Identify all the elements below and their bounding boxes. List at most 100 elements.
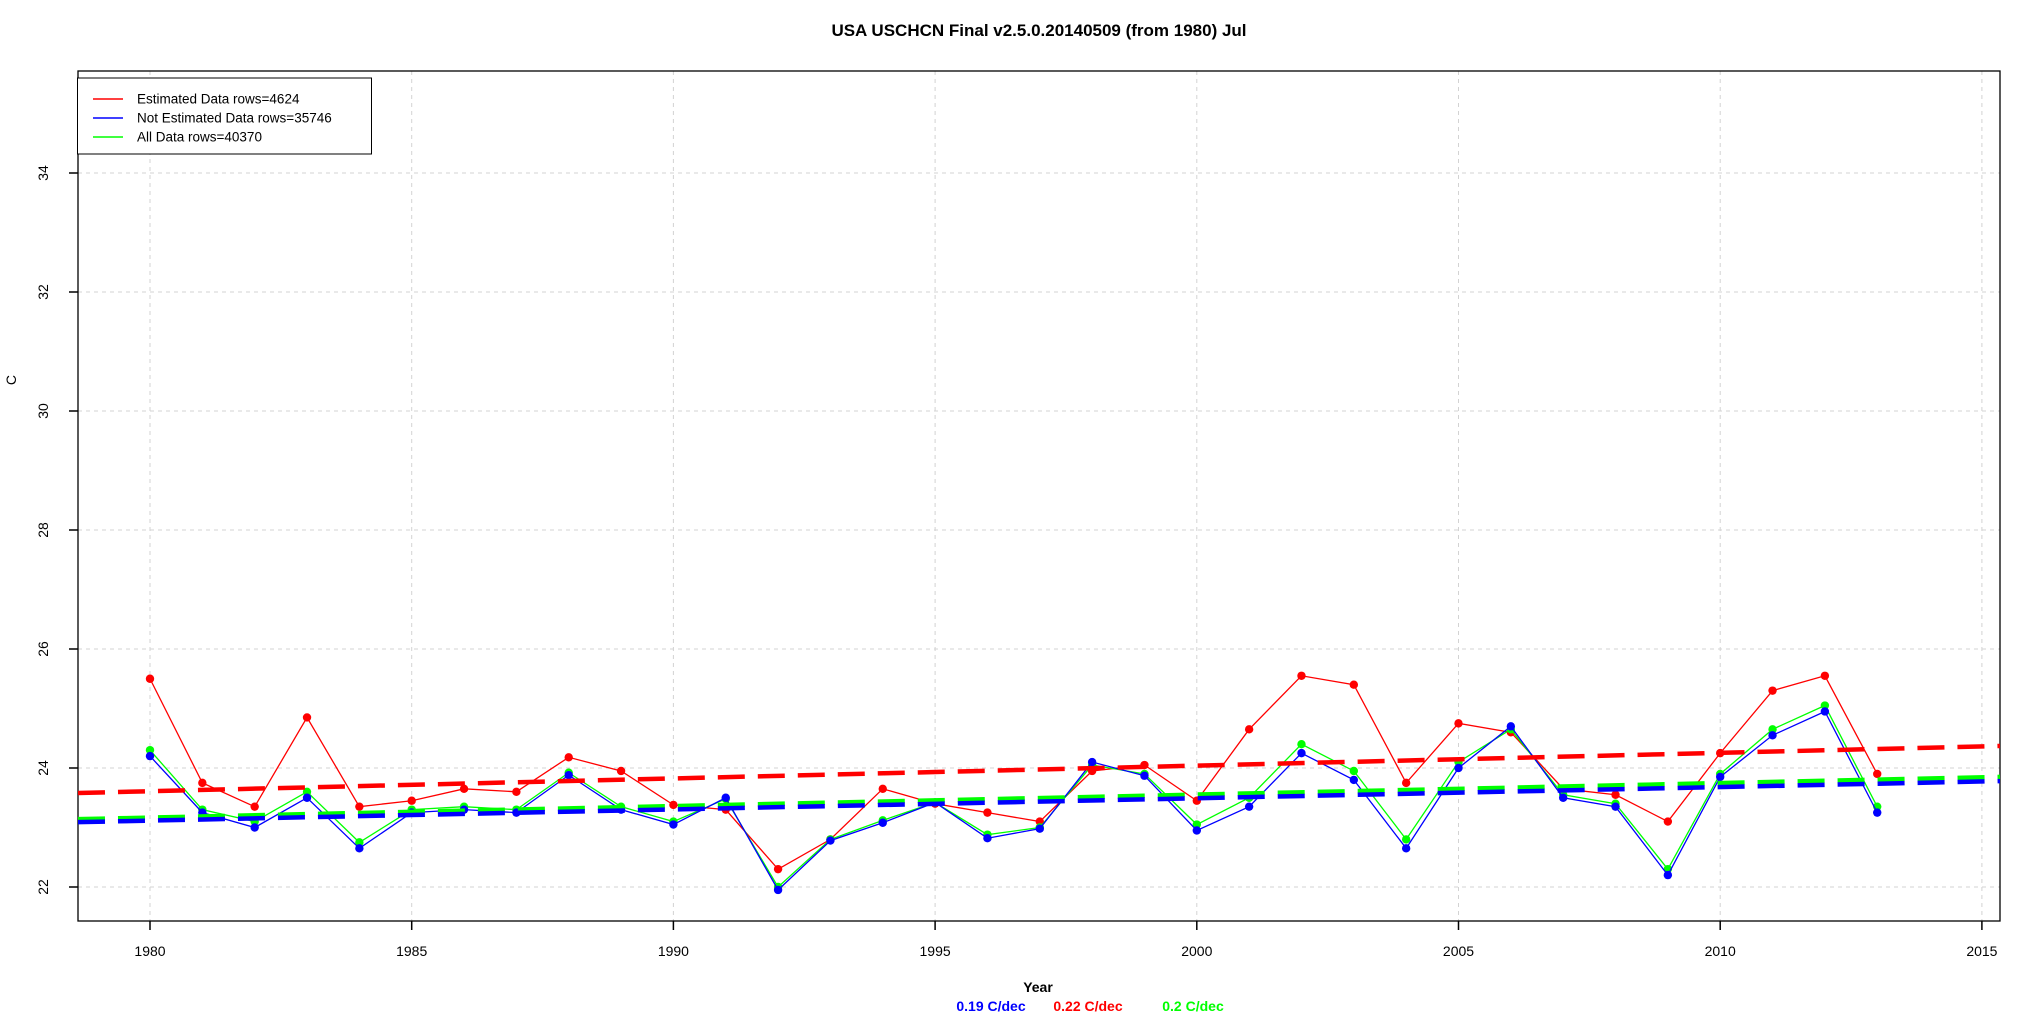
series-point bbox=[302, 793, 312, 802]
series-point bbox=[1820, 707, 1830, 716]
legend-label: Estimated Data rows=4624 bbox=[137, 92, 300, 107]
series-point bbox=[1558, 793, 1568, 802]
series-point bbox=[1454, 763, 1463, 773]
series-polyline bbox=[149, 704, 1878, 889]
x-tick-label: 1995 bbox=[920, 943, 951, 959]
x-tick-label: 2005 bbox=[1443, 943, 1474, 959]
series-lines bbox=[145, 671, 1882, 895]
series-point bbox=[1349, 775, 1359, 785]
series-point bbox=[1663, 817, 1673, 826]
plot-border bbox=[77, 70, 2001, 922]
series-point bbox=[1140, 771, 1149, 780]
series-point bbox=[878, 784, 887, 794]
series-point bbox=[355, 802, 364, 811]
series-point bbox=[459, 784, 469, 794]
series-point bbox=[1349, 680, 1359, 689]
trend-rate-label: 0.2 C/dec bbox=[1162, 998, 1224, 1014]
series-point bbox=[407, 796, 416, 805]
series-point bbox=[669, 800, 678, 810]
y-tick-label: 34 bbox=[35, 165, 51, 181]
axis-ticks: 1980 1985 1990 1995 2000 2005 2010 2015 22 24 26 28… bbox=[35, 165, 1998, 959]
series-point bbox=[1192, 826, 1202, 835]
series-point bbox=[302, 787, 312, 796]
series-point bbox=[1820, 701, 1830, 710]
series-point bbox=[1768, 731, 1777, 740]
series-point bbox=[1035, 824, 1044, 833]
series-point bbox=[1297, 671, 1306, 680]
chart-title: USA USCHCN Final v2.5.0.20140509 (from 1… bbox=[831, 21, 1246, 40]
trend-line bbox=[77, 743, 2001, 796]
trend-rate-labels: 0.19 C/dec 0.22 C/dec 0.2 C/dec bbox=[956, 998, 1224, 1014]
series-point bbox=[1454, 719, 1463, 728]
series-point bbox=[1401, 778, 1411, 788]
series-point bbox=[1297, 748, 1306, 758]
series-point bbox=[1506, 722, 1516, 731]
x-tick-label: 2010 bbox=[1705, 943, 1736, 959]
y-tick-label: 26 bbox=[35, 641, 51, 657]
series-point bbox=[355, 844, 364, 853]
trend-rate-label: 0.22 C/dec bbox=[1053, 998, 1122, 1014]
series-point bbox=[512, 787, 521, 796]
y-tick-label: 28 bbox=[35, 522, 51, 538]
series-point bbox=[773, 864, 783, 874]
series-point bbox=[1611, 790, 1620, 799]
series-point bbox=[1244, 725, 1254, 734]
series-point bbox=[198, 778, 207, 788]
y-tick-label: 22 bbox=[35, 879, 51, 895]
series-point bbox=[1401, 835, 1411, 844]
y-tick-label: 24 bbox=[35, 760, 51, 776]
x-axis-label: Year bbox=[1023, 979, 1053, 995]
trend-line bbox=[77, 778, 2001, 825]
legend-box bbox=[77, 77, 372, 155]
series-point bbox=[826, 836, 835, 845]
series-point bbox=[145, 751, 155, 761]
series-point bbox=[773, 885, 783, 895]
trend-lines bbox=[77, 743, 2001, 825]
series-point bbox=[721, 793, 730, 802]
series-point bbox=[1401, 844, 1411, 853]
series-point bbox=[1087, 757, 1097, 767]
series-point bbox=[1244, 802, 1254, 811]
series-point bbox=[564, 753, 573, 762]
x-tick-label: 1980 bbox=[134, 943, 165, 959]
series-point bbox=[1663, 870, 1673, 880]
series-point bbox=[302, 713, 312, 722]
x-tick-label: 1985 bbox=[396, 943, 427, 959]
series-point bbox=[1035, 817, 1044, 826]
series-point bbox=[250, 802, 259, 811]
series-point bbox=[1820, 671, 1830, 680]
series-point bbox=[1297, 740, 1306, 749]
series-point bbox=[250, 823, 259, 832]
x-tick-label: 1990 bbox=[658, 943, 689, 959]
series-polyline bbox=[149, 675, 1878, 870]
x-tick-label: 2000 bbox=[1181, 943, 1212, 959]
x-tick-label: 2015 bbox=[1966, 943, 1997, 959]
legend-label: All Data rows=40370 bbox=[137, 130, 262, 145]
series-polyline bbox=[149, 710, 1878, 892]
gridlines bbox=[78, 71, 2000, 921]
series-point bbox=[1768, 686, 1777, 695]
trend-rate-label: 0.19 C/dec bbox=[956, 998, 1025, 1014]
series-point bbox=[1873, 769, 1882, 779]
series-point bbox=[145, 674, 155, 683]
series-point bbox=[1873, 808, 1882, 817]
series-point bbox=[1192, 820, 1202, 829]
y-axis-label: C bbox=[3, 375, 19, 385]
legend-label: Not Estimated Data rows=35746 bbox=[137, 111, 332, 126]
y-tick-label: 30 bbox=[35, 403, 51, 419]
series-point bbox=[616, 766, 626, 776]
series-point bbox=[878, 818, 887, 827]
series-point bbox=[1349, 766, 1359, 776]
trend-line bbox=[77, 774, 2001, 822]
y-tick-label: 32 bbox=[35, 284, 51, 300]
series-point bbox=[669, 820, 678, 829]
series-point bbox=[1716, 772, 1725, 782]
legend: Estimated Data rows=4624 Not Estimated Da… bbox=[77, 77, 372, 155]
series-point bbox=[355, 838, 364, 847]
series-point bbox=[1611, 802, 1620, 811]
series-point bbox=[983, 808, 992, 817]
series-point bbox=[1768, 725, 1777, 734]
series-point bbox=[983, 834, 992, 843]
